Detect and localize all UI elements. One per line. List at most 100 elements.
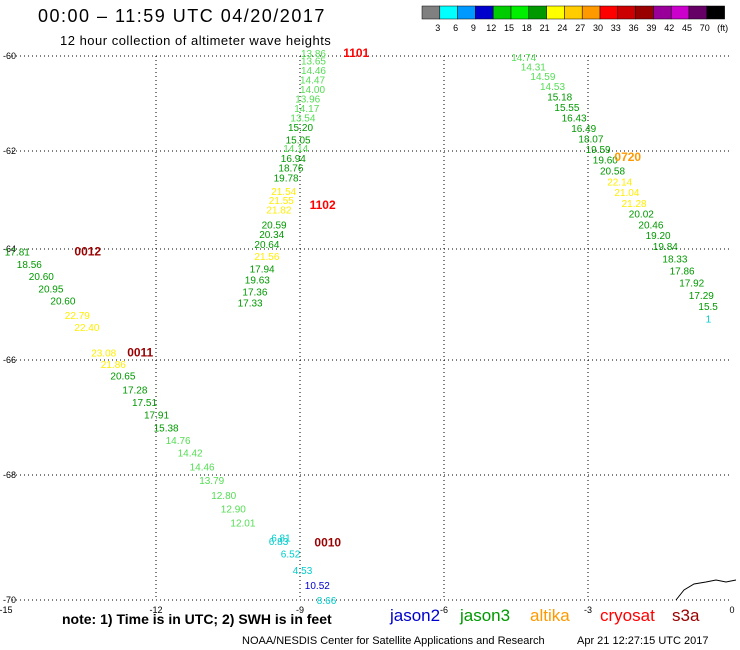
wave-height-values: 13.8613.6514.4614.4714.0013.9614.1713.54… bbox=[5, 49, 719, 607]
color-scale-label: 36 bbox=[629, 23, 639, 33]
color-scale-label: 33 bbox=[611, 23, 621, 33]
wave-height-value: 12.90 bbox=[221, 505, 246, 516]
wave-height-value: 20.58 bbox=[600, 167, 625, 178]
wave-height-value: 12.01 bbox=[230, 518, 255, 529]
coastline-outline bbox=[675, 579, 737, 601]
x-tick-label: -9 bbox=[296, 605, 304, 615]
color-swatch bbox=[510, 5, 530, 20]
wave-height-value: 17.86 bbox=[670, 267, 695, 278]
pass-time-label: 1101 bbox=[343, 46, 369, 60]
wave-height-value: 14.00 bbox=[300, 85, 325, 96]
wave-height-value: 16.43 bbox=[562, 114, 587, 125]
wave-height-value: 20.60 bbox=[50, 297, 75, 308]
wave-height-value: 19.60 bbox=[593, 156, 618, 167]
wave-height-value: 15.5 bbox=[698, 302, 718, 313]
color-scale-label: 15 bbox=[504, 23, 514, 33]
color-swatch bbox=[617, 5, 636, 20]
wave-height-value: 14.42 bbox=[178, 449, 203, 460]
wave-height-value: 15.38 bbox=[154, 423, 179, 434]
color-scale-label: 3 bbox=[435, 23, 440, 33]
wave-height-value: 14.46 bbox=[301, 66, 326, 77]
color-swatch bbox=[457, 5, 476, 20]
wave-height-value: 21.82 bbox=[266, 206, 291, 217]
pass-time-label: 0011 bbox=[127, 346, 153, 360]
wave-height-value: 19.63 bbox=[245, 275, 270, 286]
pass-time-label: 0720 bbox=[614, 150, 641, 164]
wave-height-value: 19.59 bbox=[586, 145, 611, 156]
color-scale-legend: 3 6 9 12 15 18 21 24 27 30 33 36 39 42 45 70 (ft) bbox=[421, 5, 728, 33]
color-scale-label: 18 bbox=[522, 23, 532, 33]
page-title: 00:00 – 11:59 UTC 04/20/2017 bbox=[38, 6, 326, 26]
y-tick-label: -68 bbox=[3, 470, 16, 480]
wave-height-value: 8.66 bbox=[317, 596, 337, 607]
wave-height-value: 14.14 bbox=[283, 144, 308, 155]
axis-tick-labels: -15 -12 -9 -6 -3 0 -60 -62 -64 -66 -68 -70 bbox=[0, 51, 735, 615]
wave-height-value: 14.59 bbox=[530, 72, 555, 83]
wave-height-value: 21.86 bbox=[101, 360, 126, 371]
wave-height-value: 14.53 bbox=[540, 82, 565, 93]
wave-height-value: 17.29 bbox=[689, 291, 714, 302]
color-swatch bbox=[492, 5, 512, 20]
y-tick-label: -60 bbox=[3, 51, 16, 61]
mission-legend-item: jason3 bbox=[460, 606, 511, 625]
wave-height-value: 12.80 bbox=[211, 491, 236, 502]
wave-height-value: 20.95 bbox=[38, 284, 63, 295]
wave-height-value: 20.02 bbox=[629, 210, 654, 221]
color-scale-label: 27 bbox=[575, 23, 585, 33]
y-tick-label: -62 bbox=[3, 146, 16, 156]
wave-height-value: 13.79 bbox=[199, 476, 224, 487]
wave-height-value: 17.81 bbox=[5, 248, 30, 259]
wave-height-value: 14.76 bbox=[166, 436, 191, 447]
color-scale-label: 30 bbox=[593, 23, 603, 33]
color-scale-label: 9 bbox=[471, 23, 476, 33]
wave-height-value: 18.56 bbox=[17, 260, 42, 271]
wave-height-value: 17.28 bbox=[122, 385, 147, 396]
wave-height-value: 17.91 bbox=[144, 411, 169, 422]
wave-height-value: 17.92 bbox=[679, 279, 704, 290]
color-scale-label: 70 bbox=[700, 23, 710, 33]
color-scale-label: 42 bbox=[664, 23, 674, 33]
pass-time-labels: 1101 1102 0720 0012 0011 0010 bbox=[74, 46, 641, 549]
color-scale-label: 24 bbox=[557, 23, 567, 33]
pass-time-label: 1102 bbox=[310, 198, 336, 212]
mission-legend-item: jason2 bbox=[390, 606, 441, 625]
wave-height-value: 21.04 bbox=[614, 188, 639, 199]
mission-legend-item: s3a bbox=[672, 606, 700, 625]
wave-height-value: 18.07 bbox=[578, 134, 603, 145]
wave-height-value: 17.51 bbox=[132, 398, 157, 409]
color-scale-label: (ft) bbox=[717, 23, 728, 33]
x-tick-label: 0 bbox=[729, 605, 734, 615]
color-swatch bbox=[546, 5, 565, 20]
color-swatch bbox=[528, 5, 547, 20]
wave-height-value: 22.14 bbox=[607, 177, 632, 188]
wave-height-value: 20.34 bbox=[259, 230, 284, 241]
y-tick-label: -66 bbox=[3, 355, 16, 365]
color-swatch bbox=[581, 5, 601, 20]
wave-height-value: 20.59 bbox=[262, 220, 287, 231]
wave-height-value: 6.81 bbox=[271, 533, 291, 544]
wave-height-value: 10.52 bbox=[305, 581, 330, 592]
wave-height-value: 20.60 bbox=[29, 272, 54, 283]
color-swatch bbox=[421, 5, 441, 20]
color-swatch bbox=[475, 5, 494, 20]
wave-height-value: 16.49 bbox=[571, 124, 596, 135]
x-tick-label: -3 bbox=[584, 605, 592, 615]
color-swatch bbox=[564, 5, 583, 20]
wave-height-value: 6.83 bbox=[269, 537, 289, 548]
color-scale-label: 6 bbox=[453, 23, 458, 33]
wave-height-value: 18.76 bbox=[278, 164, 303, 175]
wave-height-value: 13.96 bbox=[295, 95, 320, 106]
wave-height-value: 21.55 bbox=[269, 196, 294, 207]
mission-legend-item: cryosat bbox=[600, 606, 655, 625]
wave-height-value: 21.54 bbox=[271, 187, 296, 198]
wave-height-value: 1 bbox=[706, 314, 712, 325]
wave-height-value: 23.08 bbox=[91, 349, 116, 360]
wave-height-value: 22.79 bbox=[65, 311, 90, 322]
map-grid bbox=[12, 55, 732, 601]
coastline bbox=[675, 579, 737, 601]
x-tick-label: -12 bbox=[149, 605, 162, 615]
color-scale-label: 45 bbox=[682, 23, 692, 33]
wave-height-value: 14.17 bbox=[294, 104, 319, 115]
wave-height-value: 17.33 bbox=[238, 299, 263, 310]
